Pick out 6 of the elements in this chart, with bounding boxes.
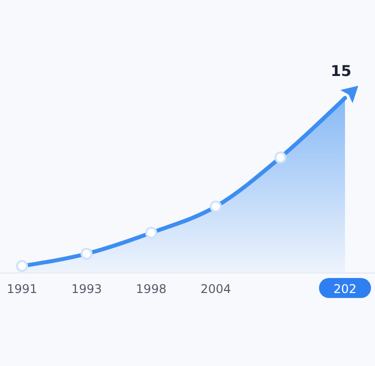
x-tick-label: 1993 <box>71 282 102 296</box>
annotation: 15 <box>330 62 352 80</box>
x-tick-label: 1991 <box>6 282 38 296</box>
x-tick-label: 202 <box>334 282 356 296</box>
x-tick-label: 2004 <box>200 282 232 296</box>
x-tick-label: 1998 <box>136 282 166 296</box>
